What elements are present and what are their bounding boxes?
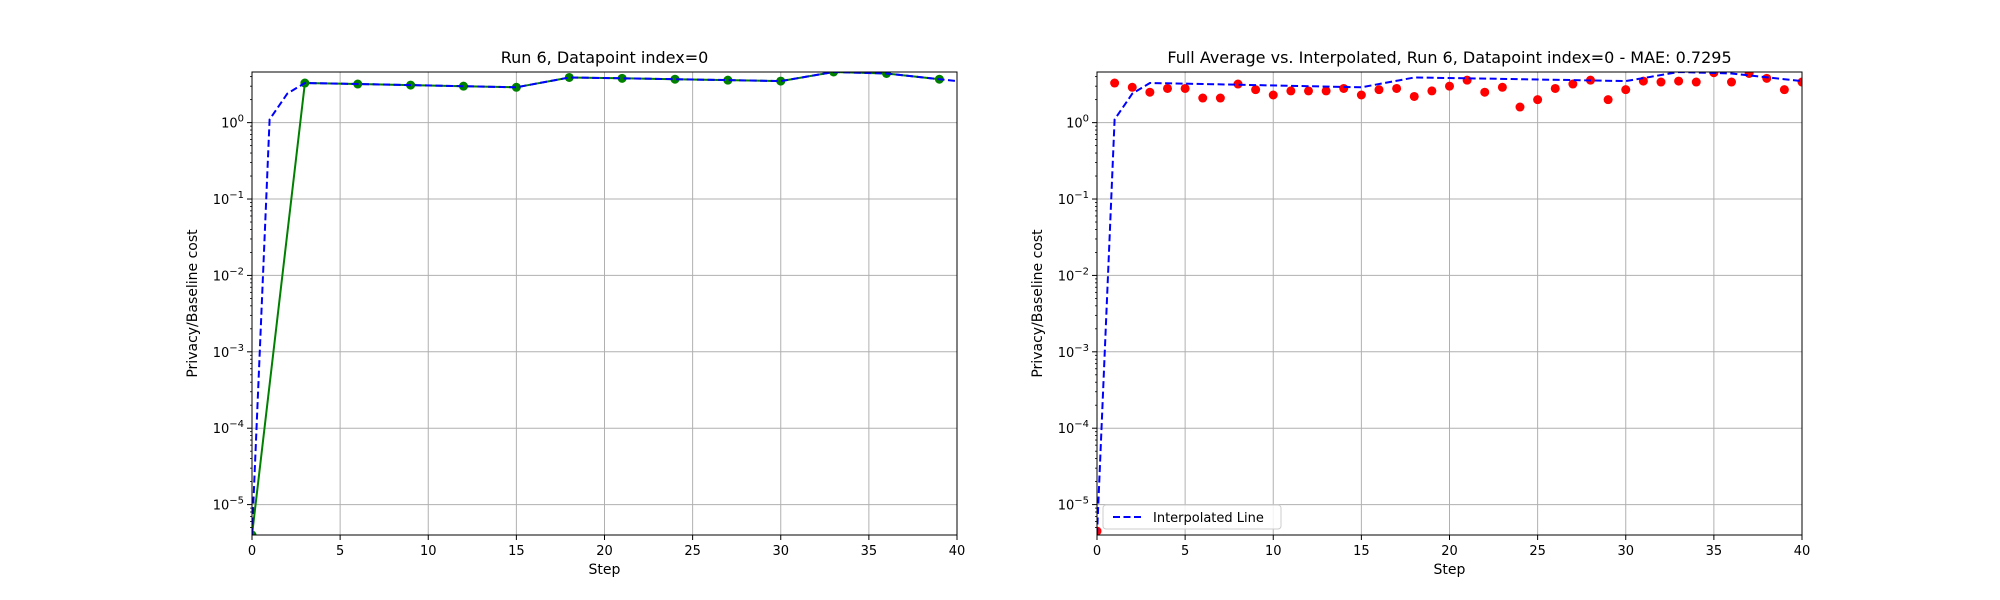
data-point [1462,75,1472,85]
legend: Interpolated Line [1102,504,1282,530]
x-tick-label: 25 [684,544,701,559]
x-tick-label: 40 [1794,544,1811,559]
data-point [1356,90,1366,100]
data-point [1233,79,1243,89]
data-point [1603,95,1613,105]
x-tick-label: 15 [1353,544,1370,559]
x-tick-label: 30 [772,544,789,559]
y-tick-label: 10−4 [1058,419,1089,437]
data-point [1779,85,1789,95]
data-point [1550,83,1560,93]
data-point [1145,87,1155,97]
chart-title: Full Average vs. Interpolated, Run 6, Da… [1167,48,1731,67]
x-tick-label: 35 [1706,544,1723,559]
x-tick-label: 10 [420,544,437,559]
data-point [1427,86,1437,96]
y-tick-label: 10−5 [1058,496,1089,514]
data-point [1691,77,1701,87]
data-point [1762,73,1772,83]
y-tick-label: 10−2 [213,266,244,284]
data-point [829,72,839,77]
legend-box [1102,504,1282,530]
data-point [1163,83,1172,93]
x-tick-label: 25 [1529,544,1546,559]
data-point [564,72,574,82]
y-tick-label: 10−3 [1058,343,1089,361]
data-point [1727,77,1736,87]
x-tick-label: 20 [596,544,613,559]
chart-right: 0 5 10 15 20 25 30 35 40 10−5 10−4 10−3 10−2 10−1 100 F… [1030,48,1810,578]
data-point [1674,76,1684,86]
y-tick-label: 100 [221,114,244,132]
data-point [1515,102,1525,112]
data-point [1497,82,1507,92]
y-tick-label: 10−4 [213,419,244,437]
data-point [1445,81,1454,91]
data-point [1251,85,1261,95]
y-tick-label: 100 [1066,114,1089,132]
data-point [1568,79,1578,89]
data-point [1198,93,1208,103]
data-point [1533,95,1543,105]
data-point [617,73,627,83]
x-tick-label: 10 [1265,544,1282,559]
y-axis-label: Privacy/Baseline cost [185,229,201,378]
x-tick-label: 15 [508,544,525,559]
data-point [511,82,521,92]
data-point [1480,87,1490,97]
data-point [1392,83,1402,93]
data-point [1110,78,1120,88]
data-point [1127,82,1137,92]
data-point [1409,91,1419,101]
x-tick-label: 5 [1181,544,1189,559]
x-axis-label: Step [1434,562,1466,578]
data-point [1656,77,1666,87]
x-tick-label: 0 [248,544,256,559]
y-axis-label: Privacy/Baseline cost [1030,229,1046,378]
data-point [1180,83,1190,93]
data-point [1321,86,1331,96]
legend-label: Interpolated Line [1153,511,1264,526]
y-tick-label: 10−2 [1058,266,1089,284]
x-tick-label: 30 [1617,544,1634,559]
data-point [1339,83,1349,93]
x-axis-label: Step [589,562,621,578]
data-point [723,75,733,85]
x-tick-label: 20 [1441,544,1458,559]
data-point [1286,86,1296,96]
data-point [1374,85,1384,95]
data-point [1304,86,1313,96]
x-tick-label: 0 [1093,544,1101,559]
y-tick-label: 10−3 [213,343,244,361]
data-point [1268,90,1278,100]
data-point [1215,93,1225,103]
y-tick-label: 10−1 [1058,190,1089,208]
x-tick-label: 5 [336,544,344,559]
data-point [670,74,680,84]
data-point [776,76,786,86]
y-tick-label: 10−1 [213,190,244,208]
data-point [1621,85,1631,95]
plot-area [1097,72,1802,535]
chart-left: 0 5 10 15 20 25 30 35 40 10−5 10−4 10−3 10−2 10−1 100 R… [185,48,965,578]
chart-title: Run 6, Datapoint index=0 [501,48,709,67]
y-tick-label: 10−5 [213,496,244,514]
plot-area [252,72,957,535]
x-tick-label: 40 [949,544,966,559]
x-tick-label: 35 [861,544,878,559]
